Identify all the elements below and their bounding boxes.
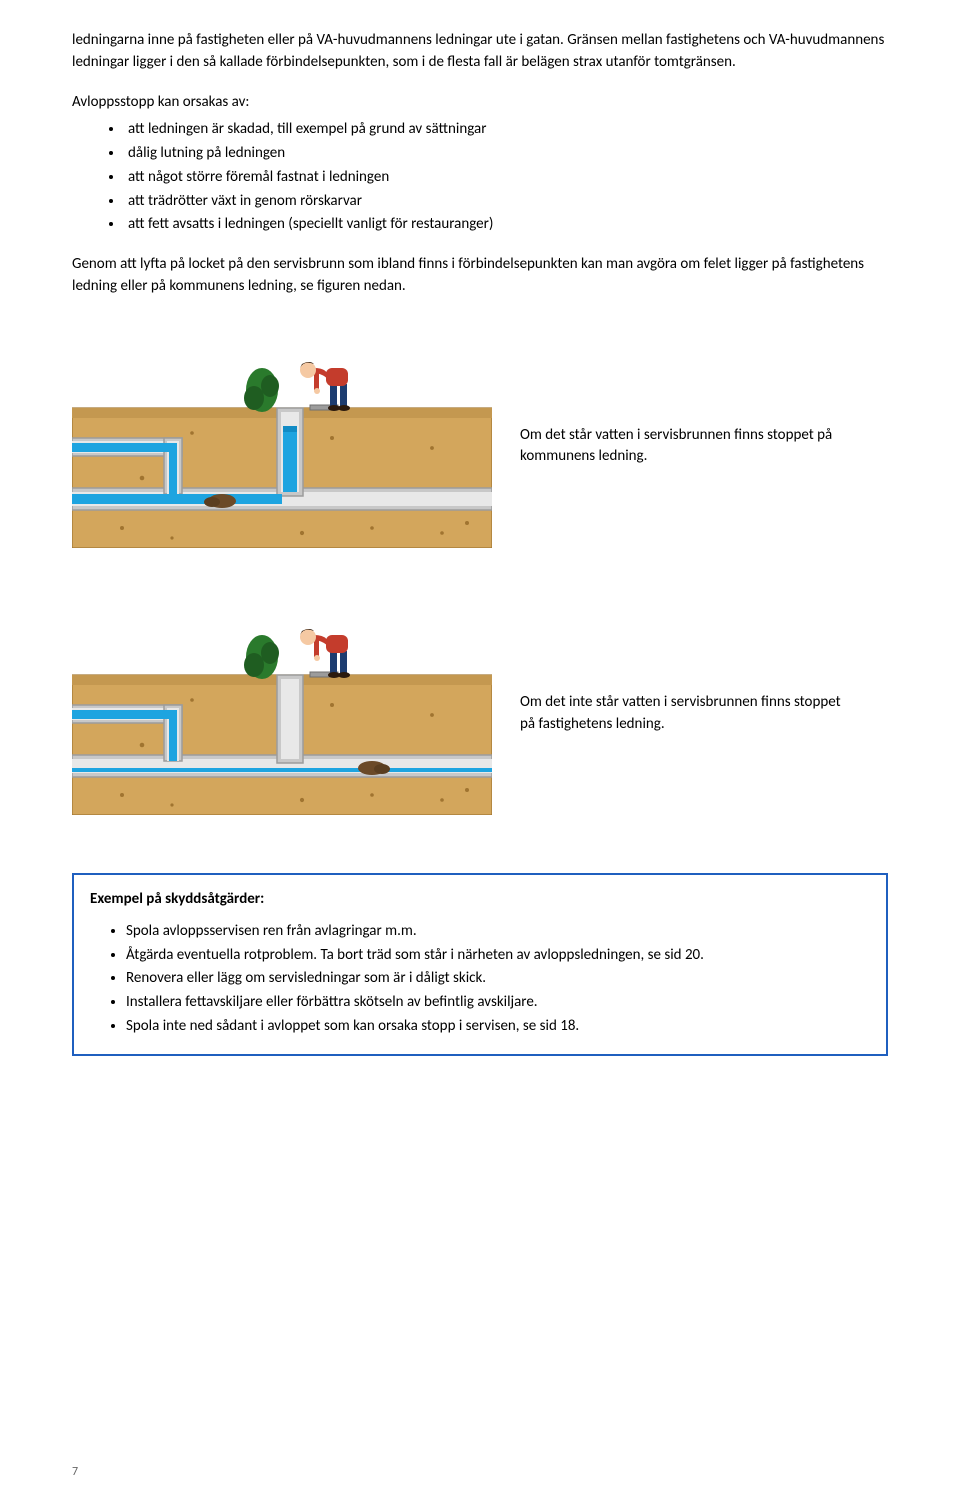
list-item: dålig lutning på ledningen xyxy=(124,143,888,165)
figure-2 xyxy=(72,605,492,823)
box-list: Spola avloppsservisen ren från avlagring… xyxy=(90,921,870,1038)
figure-2-caption: Om det inte står vatten i servisbrunnen … xyxy=(520,692,888,736)
causes-list: att ledningen är skadad, till exempel på… xyxy=(72,119,888,236)
list-item: att fett avsatts i ledningen (speciellt … xyxy=(124,214,888,236)
figure-1-caption: Om det står vatten i servisbrunnen finns… xyxy=(520,425,888,469)
figure-row-1: Om det står vatten i servisbrunnen finns… xyxy=(72,338,888,556)
method-paragraph: Genom att lyfta på locket på den servisb… xyxy=(72,254,888,298)
callout-box: Exempel på skyddsåtgärder: Spola avlopps… xyxy=(72,873,888,1056)
document-page: ledningarna inne på fastigheten eller på… xyxy=(0,0,960,1509)
figure-row-2: Om det inte står vatten i servisbrunnen … xyxy=(72,605,888,823)
list-item: Spola avloppsservisen ren från avlagring… xyxy=(126,921,870,943)
figures-container: Om det står vatten i servisbrunnen finns… xyxy=(72,338,888,824)
list-item: Renovera eller lägg om servisledningar s… xyxy=(126,968,870,990)
page-number: 7 xyxy=(72,1464,78,1481)
box-title: Exempel på skyddsåtgärder: xyxy=(90,889,870,911)
list-item: Installera fettavskiljare eller förbättr… xyxy=(126,992,870,1014)
list-item: Spola inte ned sådant i avloppet som kan… xyxy=(126,1016,870,1038)
causes-intro: Avloppsstopp kan orsakas av: xyxy=(72,92,888,114)
intro-paragraph: ledningarna inne på fastigheten eller på… xyxy=(72,30,888,74)
figure-1 xyxy=(72,338,492,556)
list-item: att något större föremål fastnat i ledni… xyxy=(124,167,888,189)
list-item: att trädrötter växt in genom rörskarvar xyxy=(124,191,888,213)
list-item: Åtgärda eventuella rotproblem. Ta bort t… xyxy=(126,945,870,967)
list-item: att ledningen är skadad, till exempel på… xyxy=(124,119,888,141)
